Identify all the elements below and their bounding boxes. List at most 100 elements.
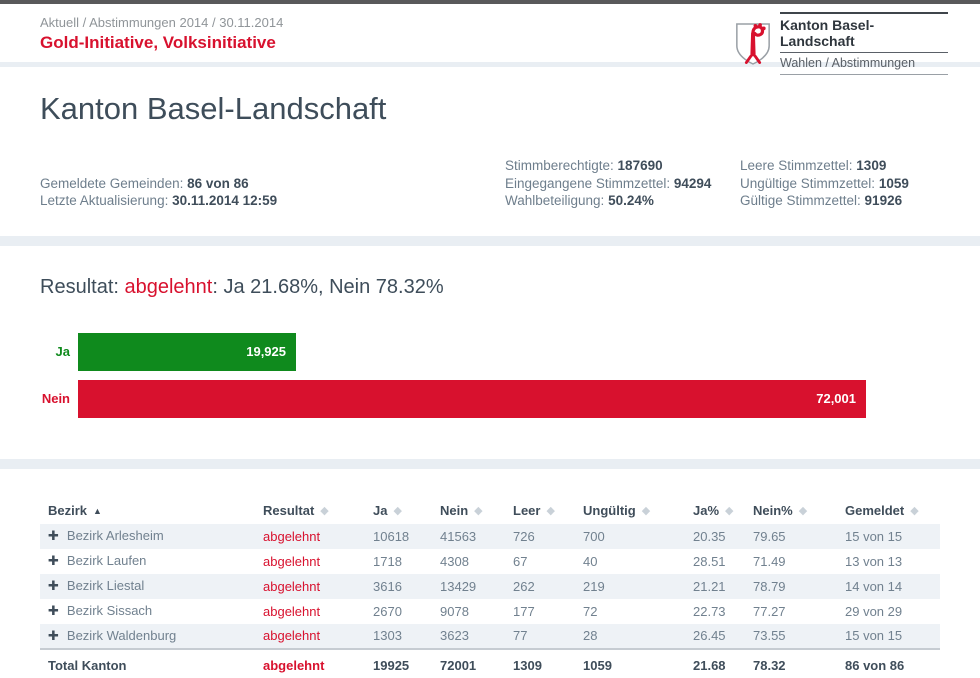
column-header-resultat[interactable]: Resultat ◆: [255, 499, 365, 524]
sort-inactive-icon: ◆: [393, 504, 402, 517]
table-row: ✚ Bezirk Arlesheim abgelehnt 10618 41563 726 7…: [40, 523, 940, 549]
result-prefix: Resultat:: [40, 275, 125, 298]
stat-value: 1309: [856, 158, 887, 173]
cell-ja-pct: 20.35: [693, 528, 726, 544]
chart-bar-ja: 19,925: [78, 332, 296, 371]
column-header-label: Ja: [373, 502, 388, 518]
cell-ja-pct: 26.45: [693, 628, 726, 643]
cell-leer: 77: [513, 628, 528, 643]
stat-label: Leere Stimmzettel:: [740, 158, 857, 173]
result-verdict: abgelehnt: [124, 275, 213, 298]
cell-ja-pct: 21.21: [693, 578, 726, 594]
stats-block: Gemeldete Gemeinden: 86 von 86 Letzte Akt…: [40, 157, 940, 210]
expand-row-icon[interactable]: ✚: [48, 603, 59, 618]
expand-row-icon[interactable]: ✚: [48, 627, 59, 643]
cell-ungueltig: 28: [583, 628, 598, 643]
column-header-label: Bezirk: [48, 502, 88, 518]
result-section: Resultat: abgelehnt: Ja 21.68%, Nein 78.…: [0, 246, 980, 459]
cell-nein: 4308: [440, 553, 469, 569]
bezirk-name: Bezirk Sissach: [66, 603, 153, 618]
stat-value: 94294: [673, 175, 712, 191]
column-header-label: Ja%: [693, 502, 720, 518]
section-divider: [0, 458, 980, 469]
stat-label: Ungültige Stimmzettel:: [740, 175, 879, 191]
stat-line: Leere Stimmzettel: 1309: [740, 157, 940, 175]
canton-overview-section: Kanton Basel-Landschaft Gemeldete Gemein…: [0, 67, 980, 236]
logo-org-name: Kanton Basel-Landschaft: [780, 12, 948, 53]
stat-label: Eingegangene Stimmzettel:: [505, 175, 674, 191]
column-header-bezirk[interactable]: Bezirk ▲: [40, 499, 255, 524]
cell-nein: 41563: [440, 528, 477, 544]
expand-row-icon[interactable]: ✚: [48, 578, 59, 593]
stat-line: Gültige Stimmzettel: 91926: [740, 192, 940, 210]
section-divider: [0, 235, 980, 246]
stat-value: 91926: [864, 193, 903, 208]
basel-landschaft-coat-of-arms-icon: [736, 22, 770, 65]
bezirk-name: Bezirk Laufen: [66, 553, 147, 568]
total-cell-resultat: abgelehnt: [255, 647, 365, 678]
bezirk-name: Bezirk Arlesheim: [66, 528, 164, 543]
chart-row-nein: Nein 72,001: [40, 379, 940, 418]
cell-gemeldet: 13 von 13: [845, 553, 903, 569]
column-header-gemeldet[interactable]: Gemeldet ◆: [837, 499, 940, 524]
stat-line: Letzte Aktualisierung: 30.11.2014 12:59: [40, 192, 505, 210]
stat-value: 50.24%: [608, 193, 654, 208]
chart-track: 19,925: [78, 332, 866, 371]
stat-label: Stimmberechtigte:: [505, 158, 618, 173]
chart-category-label: Ja: [55, 344, 70, 359]
site-logo[interactable]: Kanton Basel-Landschaft Wahlen / Abstimm…: [734, 12, 948, 75]
cell-bezirk: ✚ Bezirk Arlesheim: [40, 524, 255, 549]
sort-inactive-icon: ◆: [910, 504, 919, 517]
column-header-label: Leer: [513, 502, 541, 518]
results-table-section: Bezirk ▲ Resultat ◆ Ja ◆ Nein ◆ Leer ◆ Ungültig ◆ Ja…: [0, 469, 980, 678]
column-header-nein-pct[interactable]: Nein% ◆: [745, 499, 837, 524]
column-header-ungueltig[interactable]: Ungültig ◆: [575, 499, 685, 524]
cell-nein-pct: 71.49: [753, 553, 786, 569]
stat-label: Gültige Stimmzettel:: [740, 193, 865, 208]
canton-heading: Kanton Basel-Landschaft: [40, 91, 387, 126]
stat-line: Ungültige Stimmzettel: 1059: [740, 175, 940, 193]
cell-ungueltig: 40: [583, 553, 598, 569]
window-top-bar: [0, 0, 980, 4]
column-header-leer[interactable]: Leer ◆: [505, 499, 575, 524]
column-header-ja-pct[interactable]: Ja% ◆: [685, 499, 745, 524]
cell-resultat: abgelehnt: [263, 578, 321, 594]
total-cell-nein-pct: 78.32: [745, 647, 837, 678]
ja-nein-bar-chart: Ja 19,925 Nein 72,001: [40, 332, 940, 418]
column-header-label: Gemeldet: [845, 502, 905, 518]
column-header-label: Nein: [440, 502, 469, 518]
stat-value: 86 von 86: [187, 175, 249, 191]
column-header-nein[interactable]: Nein ◆: [432, 499, 505, 524]
stat-value: 187690: [617, 158, 663, 173]
cell-resultat: abgelehnt: [263, 628, 321, 643]
cell-resultat: abgelehnt: [263, 603, 321, 619]
chart-bar-value: 72,001: [816, 391, 856, 406]
cell-ungueltig: 219: [583, 578, 605, 594]
cell-resultat: abgelehnt: [263, 528, 321, 544]
cell-nein-pct: 77.27: [753, 603, 786, 619]
expand-row-icon[interactable]: ✚: [48, 528, 59, 543]
stat-line: Gemeldete Gemeinden: 86 von 86: [40, 175, 505, 193]
stats-column-right: Leere Stimmzettel: 1309 Ungültige Stimmze…: [740, 157, 940, 210]
stat-line: Wahlbeteiligung: 50.24%: [505, 192, 740, 210]
column-header-label: Resultat: [263, 502, 315, 518]
table-header-row: Bezirk ▲ Resultat ◆ Ja ◆ Nein ◆ Leer ◆ Ungültig ◆ Ja…: [40, 499, 940, 524]
table-row: ✚ Bezirk Liestal abgelehnt 3616 13429 262 219 2…: [40, 573, 940, 599]
breadcrumb[interactable]: Aktuell / Abstimmungen 2014 / 30.11.2014: [40, 15, 284, 30]
column-header-ja[interactable]: Ja ◆: [365, 499, 432, 524]
table-row: ✚ Bezirk Sissach abgelehnt 2670 9078 177 72 22.…: [40, 599, 940, 624]
result-line: Resultat: abgelehnt: Ja 21.68%, Nein 78.…: [40, 276, 940, 299]
cell-ungueltig: 700: [583, 528, 605, 544]
table-total-row: Total Kanton abgelehnt 19925 72001 1309 1059 2…: [40, 647, 940, 678]
sort-ascending-icon: ▲: [93, 505, 102, 516]
sort-inactive-icon: ◆: [725, 504, 734, 517]
expand-row-icon[interactable]: ✚: [48, 553, 59, 568]
cell-nein: 3623: [440, 628, 469, 643]
total-cell-nein: 72001: [432, 647, 505, 678]
cell-ja: 10618: [373, 528, 410, 544]
cell-ja: 2670: [373, 603, 402, 619]
cell-gemeldet: 15 von 15: [845, 628, 903, 643]
cell-gemeldet: 29 von 29: [845, 603, 903, 619]
page-title: Gold-Initiative, Volksinitiative: [40, 33, 276, 52]
bezirk-name: Bezirk Waldenburg: [66, 627, 177, 643]
